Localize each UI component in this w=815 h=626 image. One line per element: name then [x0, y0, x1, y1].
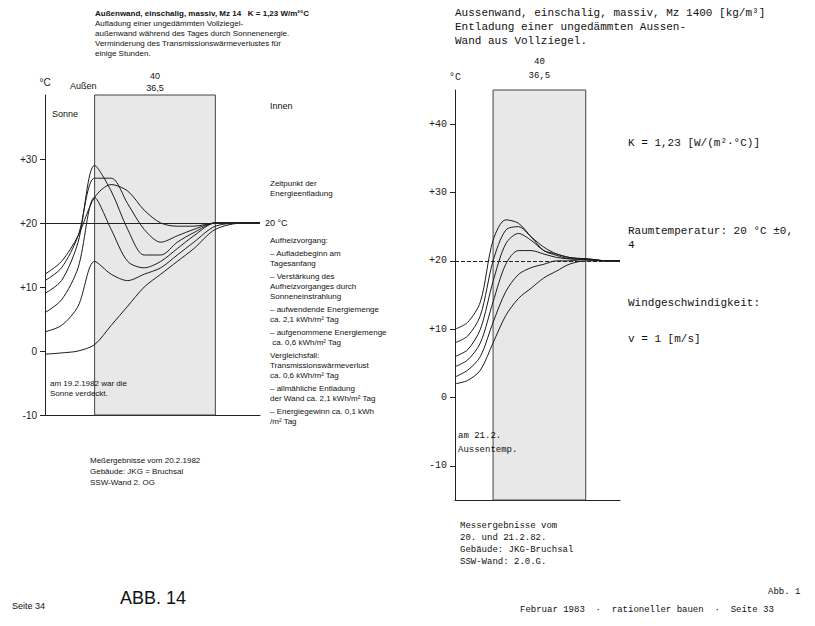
- svg-text:am 21.2.: am 21.2.: [458, 431, 501, 441]
- svg-text:+20: +20: [429, 255, 447, 266]
- svg-text:– allmähliche Entladung: – allmähliche Entladung: [270, 384, 357, 393]
- svg-text:einige Stunden.: einige Stunden.: [95, 49, 151, 58]
- svg-text:– aufwendende Energiemenge: – aufwendende Energiemenge: [270, 305, 381, 314]
- svg-text:Vergleichsfall:: Vergleichsfall:: [270, 351, 322, 360]
- svg-text:– Energiegewinn ca. 0,1 kWh: – Energiegewinn ca. 0,1 kWh: [270, 407, 374, 416]
- svg-text:°C: °C: [39, 77, 50, 88]
- svg-text:Sonne verdeckt.: Sonne verdeckt.: [50, 389, 108, 398]
- svg-text:am 19.2.1982 war die: am 19.2.1982 war die: [50, 379, 129, 388]
- svg-text:40: 40: [534, 57, 545, 67]
- svg-text:Aussentemp.: Aussentemp.: [458, 445, 517, 455]
- svg-text:+20: +20: [20, 218, 37, 229]
- svg-text:Raumtemperatur: 20 °C ±0,: Raumtemperatur: 20 °C ±0,: [628, 225, 793, 237]
- svg-text:ca. 0,6 kWh/m² Tag: ca. 0,6 kWh/m² Tag: [270, 371, 339, 380]
- svg-text:K = 1,23 [W/(m²·°C)]: K = 1,23 [W/(m²·°C)]: [628, 137, 760, 149]
- svg-text:Aussenwand, einschalig, massiv: Aussenwand, einschalig, massiv, Mz 1400 …: [455, 7, 765, 19]
- svg-text:Aufladung einer ungedämmten Vo: Aufladung einer ungedämmten Vollziegel-: [95, 19, 243, 28]
- svg-text:v = 1 [m/s]: v = 1 [m/s]: [628, 333, 701, 345]
- svg-text:Entladung einer ungedämmten Au: Entladung einer ungedämmten Aussen-: [455, 21, 686, 33]
- svg-text:-10: -10: [23, 410, 38, 421]
- svg-text:-10: -10: [429, 460, 447, 471]
- svg-text:Zeitpunkt der: Zeitpunkt der: [270, 179, 319, 188]
- svg-text:ABB. 14: ABB. 14: [120, 588, 186, 608]
- svg-text:SSW-Wand 2. OG: SSW-Wand 2. OG: [90, 478, 155, 487]
- svg-text:Aufheizvorganges durch: Aufheizvorganges durch: [270, 282, 359, 291]
- svg-text:ca. 2,1 kWh/m² Tag: ca. 2,1 kWh/m² Tag: [270, 315, 339, 324]
- svg-text:Meßergebnisse vom 20.2.1982: Meßergebnisse vom 20.2.1982: [90, 456, 201, 465]
- svg-text:°C: °C: [449, 72, 461, 83]
- svg-text:4: 4: [628, 239, 635, 251]
- svg-text:36,5: 36,5: [146, 83, 164, 93]
- svg-text:+10: +10: [429, 324, 447, 335]
- svg-text:außenwand während des Tages du: außenwand während des Tages durch Sonnen…: [95, 29, 289, 38]
- svg-text:20. und 21.2.82.: 20. und 21.2.82.: [460, 533, 546, 543]
- svg-text:36,5: 36,5: [529, 71, 551, 81]
- svg-text:/m² Tag: /m² Tag: [270, 417, 297, 426]
- svg-text:20 °C: 20 °C: [265, 218, 288, 228]
- svg-text:Außenwand, einschalig, massiv,: Außenwand, einschalig, massiv, Mz 14 K =…: [95, 9, 309, 18]
- svg-text:SSW-Wand: 2.0.G.: SSW-Wand: 2.0.G.: [460, 557, 546, 567]
- svg-text:Gebäude: JKG = Bruchsal: Gebäude: JKG = Bruchsal: [90, 467, 183, 476]
- svg-text:+40: +40: [429, 119, 447, 130]
- svg-text:+10: +10: [20, 282, 37, 293]
- svg-text:Tagesanfang: Tagesanfang: [270, 259, 316, 268]
- svg-text:Innen: Innen: [270, 101, 293, 111]
- svg-text:+30: +30: [20, 154, 37, 165]
- svg-text:– aufgenommene Energiemenge: – aufgenommene Energiemenge: [270, 328, 387, 337]
- svg-text:Messergebnisse vom: Messergebnisse vom: [460, 521, 557, 531]
- svg-text:Windgeschwindigkeit:: Windgeschwindigkeit:: [628, 297, 760, 309]
- svg-text:40: 40: [150, 71, 160, 81]
- svg-text:Gebäude: JKG-Bruchsal: Gebäude: JKG-Bruchsal: [460, 545, 573, 555]
- svg-text:Aufheizvorgang:: Aufheizvorgang:: [270, 236, 328, 245]
- svg-text:Außen: Außen: [70, 81, 97, 91]
- svg-text:der Wand ca. 2,1 kWh/m² Tag: der Wand ca. 2,1 kWh/m² Tag: [270, 394, 375, 403]
- svg-text:+30: +30: [429, 187, 447, 198]
- svg-text:Energieentladung: Energieentladung: [270, 189, 333, 198]
- svg-text:0: 0: [31, 346, 37, 357]
- svg-text:– Aufladebeginn am: – Aufladebeginn am: [270, 249, 343, 258]
- svg-text:Wand aus Vollziegel.: Wand aus Vollziegel.: [455, 35, 587, 47]
- svg-text:ca. 0,6 kWh/m² Tag: ca. 0,6 kWh/m² Tag: [270, 338, 341, 347]
- svg-text:Seite 34: Seite 34: [12, 601, 45, 611]
- svg-text:Februar 1983 · rationeller b: Februar 1983 · rationeller bauen · Seite…: [520, 605, 774, 615]
- svg-text:Sonne: Sonne: [52, 109, 78, 119]
- svg-text:– Verstärkung des: – Verstärkung des: [270, 272, 337, 281]
- svg-text:Abb. 1: Abb. 1: [768, 587, 800, 597]
- svg-text:0: 0: [441, 392, 447, 403]
- svg-text:Verminderung des Transmissions: Verminderung des Transmissionswärmeverlu…: [95, 39, 281, 48]
- svg-text:Transmissionswärmeverlust: Transmissionswärmeverlust: [270, 361, 371, 370]
- svg-text:Sonneneinstrahlung: Sonneneinstrahlung: [270, 292, 341, 301]
